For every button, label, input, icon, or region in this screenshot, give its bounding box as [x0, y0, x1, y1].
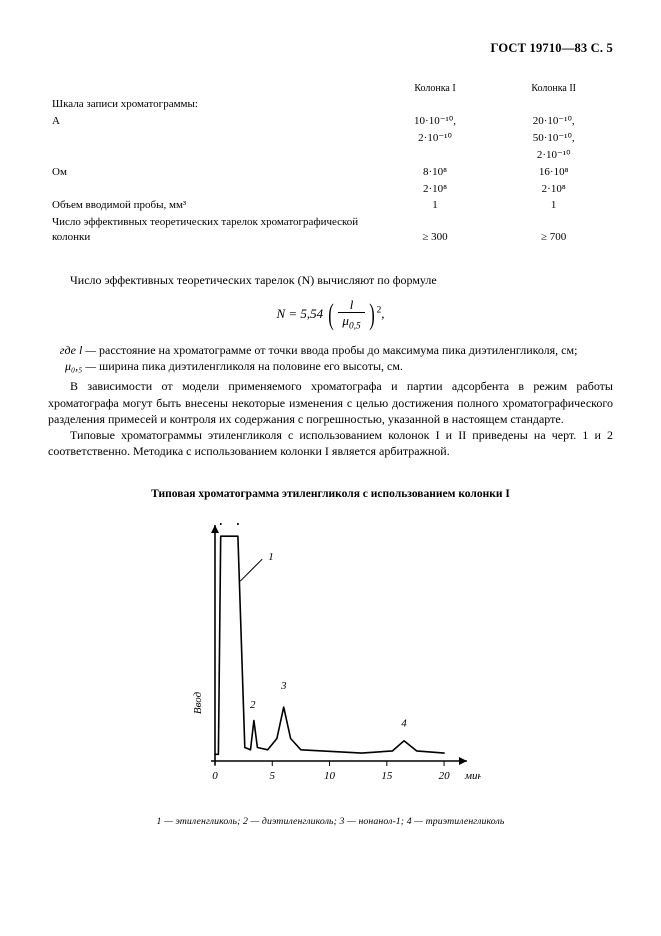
- row-plates-c1: ≥ 300: [376, 214, 495, 246]
- row-a-col2-l3: 2·10⁻¹⁰: [494, 147, 613, 164]
- row-volume-c2: 1: [494, 197, 613, 214]
- svg-text:1: 1: [268, 551, 274, 563]
- formula-lhs: N = 5,54: [276, 306, 323, 321]
- row-om-col2-l2: 2·10⁸: [494, 181, 613, 198]
- row-om-col1-l2: 2·10⁸: [376, 181, 495, 198]
- formula-trail: ,: [381, 306, 384, 321]
- svg-text:2: 2: [250, 699, 256, 711]
- paragraph-typical: Типовые хроматограммы этиленгликоля с ис…: [48, 427, 613, 459]
- row-a-col2-l2: 50·10⁻¹⁰,: [494, 130, 613, 147]
- row-plates-label: Число эффективных теоретических тарелок …: [48, 214, 376, 246]
- row-a-col1-l2: 2·10⁻¹⁰: [376, 130, 495, 147]
- row-a-col1-l1: 10·10⁻¹⁰,: [376, 113, 495, 130]
- definition-l-symbol: где l —: [48, 342, 96, 358]
- row-om-col2-l1: 16·10⁸: [494, 164, 613, 181]
- svg-text:мин: мин: [464, 770, 481, 782]
- definition-l: где l — расстояние на хроматограмме от т…: [48, 342, 613, 358]
- col1-header: Колонка I: [376, 81, 495, 97]
- formula: N = 5,54 ( l μ0,5 )2,: [48, 298, 613, 332]
- svg-text:15: 15: [381, 770, 393, 782]
- row-scale-label: Шкала записи хроматограммы:: [48, 96, 376, 113]
- svg-text:20: 20: [438, 770, 450, 782]
- row-a-label: А: [48, 113, 376, 130]
- row-a-col2-l1: 20·10⁻¹⁰,: [494, 113, 613, 130]
- formula-den-sub: 0,5: [349, 322, 361, 332]
- row-volume-label: Объем вводимой пробы, мм³: [48, 197, 376, 214]
- parameters-table: Колонка I Колонка II Шкала записи хромат…: [48, 81, 613, 246]
- paragraph-dependence: В зависимости от модели применяемого хро…: [48, 378, 613, 427]
- chart-title: Типовая хроматограмма этиленгликоля с ис…: [48, 487, 613, 503]
- svg-text:10: 10: [324, 770, 336, 782]
- formula-intro-paragraph: Число эффективных теоретических тарелок …: [48, 272, 613, 288]
- col2-header: Колонка II: [494, 81, 613, 97]
- definition-mu-text: ширина пика диэтиленгликоля на половине …: [96, 359, 403, 373]
- definition-mu: μ₀,₅ — ширина пика диэтиленгликоля на по…: [48, 358, 613, 374]
- formula-numerator: l: [338, 298, 364, 312]
- svg-text:0: 0: [212, 770, 218, 782]
- row-plates-c2: ≥ 700: [494, 214, 613, 246]
- svg-text:3: 3: [279, 680, 286, 692]
- svg-text:4: 4: [401, 718, 407, 730]
- svg-text:Ввод: Ввод: [192, 691, 204, 714]
- chromatogram-chart: 0 5 10 15 20 мин Ввод 1 2 3 4: [181, 515, 481, 795]
- svg-text:5: 5: [269, 770, 275, 782]
- row-volume-c1: 1: [376, 197, 495, 214]
- row-om-col1-l1: 8·10⁸: [376, 164, 495, 181]
- chart-legend: 1 — этиленгликоль; 2 — диэтиленгликоль; …: [48, 815, 613, 828]
- definition-l-text: расстояние на хроматограмме от точки вво…: [96, 343, 577, 357]
- page-header: ГОСТ 19710—83 С. 5: [48, 40, 613, 57]
- definition-mu-symbol: μ₀,₅ —: [48, 358, 96, 374]
- row-om-label: Ом: [48, 164, 376, 181]
